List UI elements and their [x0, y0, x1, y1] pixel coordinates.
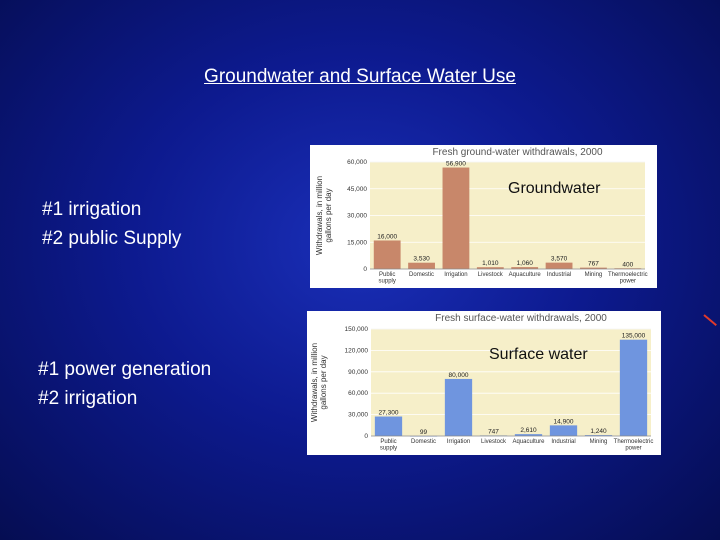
gw-value-label: 767: [588, 261, 599, 268]
slide-title: Groundwater and Surface Water Use: [204, 66, 516, 87]
gw-bar: [614, 268, 642, 269]
sw-ytick-label: 30,000: [348, 412, 368, 419]
gw-category-label: Mining: [585, 272, 603, 278]
surface-water-label: Surface water: [489, 346, 588, 363]
sw-value-label: 135,000: [622, 333, 646, 340]
sw-category-label: Aquaculture: [512, 439, 545, 445]
surface-chart-svg: Fresh surface-water withdrawals, 2000 0 30…: [310, 313, 654, 452]
groundwater-chart-svg: Fresh ground-water withdrawals, 2000 0 15,…: [315, 147, 648, 285]
sw-ylabel: Withdrawals, in million gallons per day: [310, 343, 328, 422]
gw-value-label: 3,530: [413, 256, 430, 263]
gw-category-label: Domestic: [409, 272, 434, 278]
gw-bar: [476, 267, 504, 269]
gw-ylabel: Withdrawals, in million gallons per day: [315, 176, 333, 255]
sw-value-label: 1,240: [590, 428, 607, 435]
gw-value-label: 1,010: [482, 260, 499, 267]
gw-bar: [511, 267, 539, 269]
gw-bar: [580, 267, 607, 269]
gw-category-label: Public: [379, 272, 395, 278]
gw-category-label: Aquaculture: [509, 272, 542, 278]
surface-chart: Fresh surface-water withdrawals, 2000 0 30…: [307, 311, 661, 455]
sw-plot-area: [371, 329, 651, 436]
decorative-line: [703, 314, 717, 327]
gw-bar: [373, 240, 401, 269]
sw-category-label: supply: [380, 446, 397, 452]
gw-category-label: power: [620, 279, 636, 285]
gw-value-label: 1,060: [517, 260, 534, 267]
gw-category-label: supply: [379, 279, 396, 285]
sw-bar: [444, 378, 473, 436]
sw-ytick-label: 60,000: [348, 390, 368, 397]
groundwater-label: Groundwater: [508, 180, 601, 197]
surface-bullets: #1 power generation #2 irrigation: [38, 355, 211, 413]
sw-category-label: Public: [380, 439, 396, 445]
gw-title: Fresh ground-water withdrawals, 2000: [432, 147, 603, 158]
sw-bar: [584, 435, 613, 436]
gw-value-label: 16,000: [377, 233, 397, 240]
gw-ytick-label: 30,000: [347, 213, 367, 220]
sw-category-label: Thermoelectric: [614, 439, 654, 445]
sw-category-label: Irrigation: [447, 439, 470, 445]
gw-ytick-label: 15,000: [347, 239, 367, 246]
gw-ylabel-line: Withdrawals, in million: [315, 176, 324, 255]
sw-value-label: 747: [488, 428, 499, 435]
gw-ytick-label: 45,000: [347, 186, 367, 193]
sw-ylabel-line: gallons per day: [319, 355, 328, 409]
sw-ytick-label: 120,000: [345, 347, 369, 354]
gw-ylabel-line: gallons per day: [324, 188, 333, 242]
surface-bullet-1: #1 power generation: [38, 359, 212, 380]
sw-value-label: 14,900: [554, 418, 574, 425]
sw-value-label: 27,300: [379, 410, 399, 417]
gw-bar: [442, 167, 470, 269]
sw-ytick-label: 90,000: [348, 369, 368, 376]
gw-value-label: 3,570: [551, 256, 568, 263]
sw-bar: [549, 425, 578, 436]
sw-ylabel-line: Withdrawals, in million: [310, 343, 319, 422]
gw-category-label: Industrial: [547, 272, 571, 278]
sw-value-label: 99: [420, 429, 428, 436]
sw-category-label: Livestock: [481, 439, 507, 445]
surface-bullet-2: #2 irrigation: [38, 388, 138, 409]
gw-ytick-label: 60,000: [347, 159, 367, 166]
sw-category-label: Mining: [590, 439, 608, 445]
sw-category-label: Domestic: [411, 439, 436, 445]
gw-value-label: 56,900: [446, 161, 466, 168]
groundwater-bullet-1: #1 irrigation: [42, 199, 142, 220]
sw-ytick-label: 150,000: [345, 326, 369, 333]
groundwater-bullets: #1 irrigation #2 public Supply: [42, 195, 181, 253]
sw-bar: [514, 434, 543, 436]
gw-ytick-label: 0: [363, 266, 367, 273]
sw-ytick-label: 0: [364, 433, 368, 440]
sw-title: Fresh surface-water withdrawals, 2000: [435, 313, 607, 324]
sw-value-label: 2,610: [520, 427, 537, 434]
sw-category-label: power: [625, 446, 641, 452]
groundwater-chart: Fresh ground-water withdrawals, 2000 0 15,…: [310, 145, 657, 288]
gw-category-label: Thermoelectric: [608, 272, 648, 278]
gw-category-label: Irrigation: [444, 272, 467, 278]
sw-category-label: Industrial: [551, 439, 575, 445]
gw-bar: [408, 262, 435, 269]
gw-category-label: Livestock: [478, 272, 504, 278]
gw-bar: [545, 262, 573, 269]
sw-bar: [619, 339, 648, 436]
sw-bar: [374, 416, 403, 436]
sw-value-label: 80,000: [449, 372, 469, 379]
gw-value-label: 400: [622, 261, 633, 268]
groundwater-bullet-2: #2 public Supply: [42, 228, 182, 249]
